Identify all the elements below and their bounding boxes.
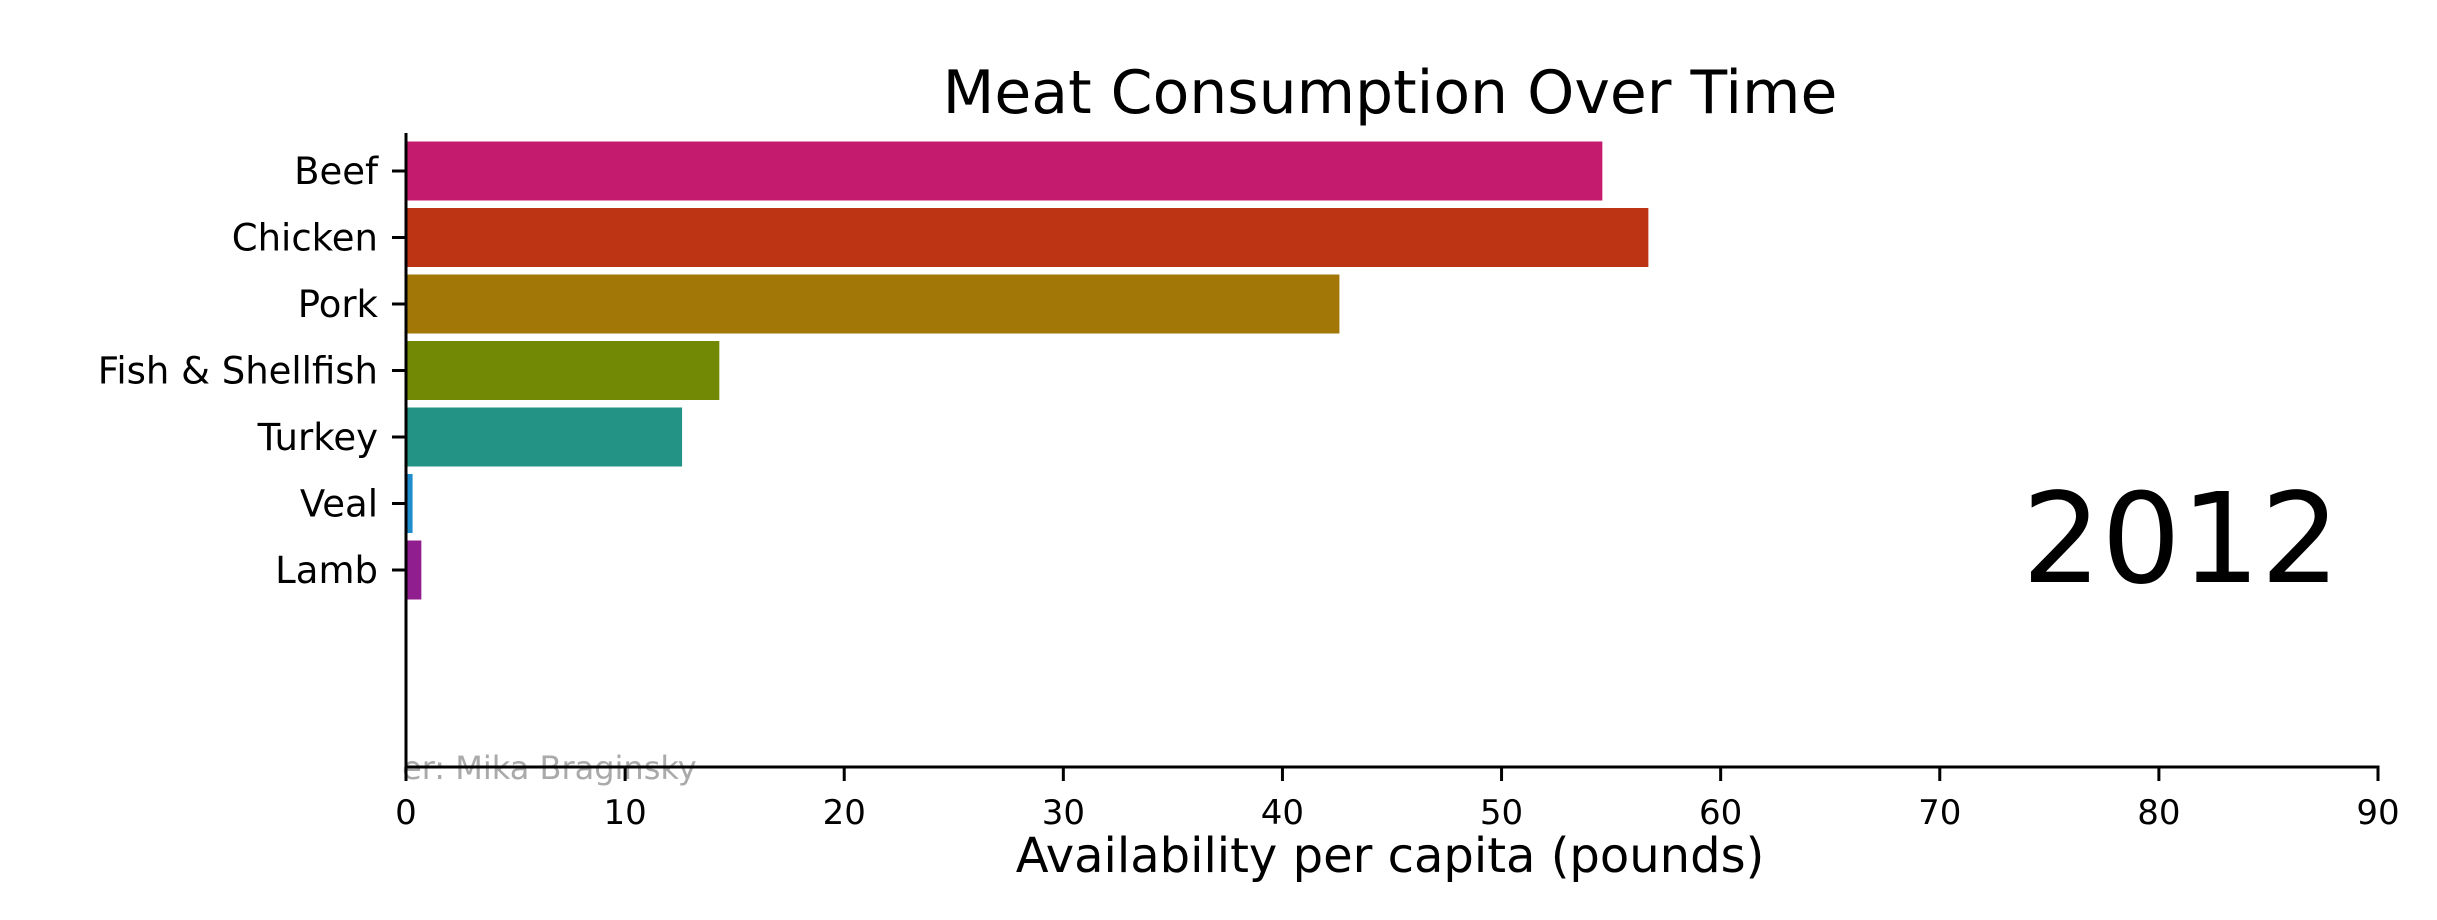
year-label: 2012 [2022, 467, 2340, 612]
x-tick-label: 70 [1918, 793, 1961, 833]
x-tick-label: 40 [1261, 793, 1304, 833]
x-axis-label: Availability per capita (pounds) [1016, 828, 1765, 884]
y-tick-label: Fish & Shellfish [98, 350, 378, 393]
x-axis: 0 10 20 30 40 50 60 70 80 90 [395, 765, 2400, 833]
bar-lamb [406, 540, 422, 600]
bar-veal [406, 474, 413, 533]
bars-group [406, 141, 1649, 600]
x-tick-label: 90 [2356, 793, 2399, 833]
chart-title: Meat Consumption Over Time [943, 58, 1838, 128]
x-tick-label: 80 [2137, 793, 2180, 833]
x-tick-label: 0 [395, 793, 417, 833]
bar-turkey [406, 407, 683, 467]
y-tick-label: Veal [300, 483, 378, 526]
x-tick-label: 60 [1699, 793, 1742, 833]
y-axis: Beef Chicken Pork Fish & Shellfish Turkey Vea… [98, 133, 408, 769]
y-tick-label: Turkey [257, 416, 378, 459]
x-tick-label: 50 [1480, 793, 1523, 833]
x-tick-label: 10 [603, 793, 646, 833]
y-tick-label: Chicken [232, 217, 378, 260]
bar-chicken [406, 208, 1649, 267]
y-tick-label: Lamb [275, 549, 378, 592]
x-tick-label: 20 [823, 793, 866, 833]
bar-pork [406, 274, 1340, 334]
y-tick-label: Pork [298, 283, 379, 326]
bar-fish-shellfish [406, 341, 720, 400]
y-tick-label: Beef [294, 150, 379, 193]
bar-beef [406, 141, 1603, 201]
x-tick-label: 30 [1042, 793, 1085, 833]
